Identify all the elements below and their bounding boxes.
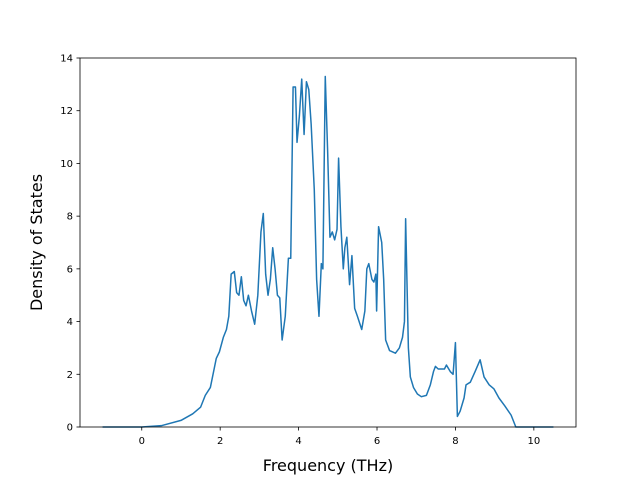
x-tick-label: 2	[217, 436, 223, 447]
y-tick-label: 10	[60, 159, 73, 170]
dos-line	[102, 75, 554, 428]
x-axis-label: Frequency (THz)	[263, 456, 393, 475]
y-tick-label: 8	[67, 212, 73, 223]
y-axis-label: Density of States	[27, 174, 46, 311]
x-tick-label: 10	[527, 436, 540, 447]
y-tick-label: 4	[67, 317, 73, 328]
x-tick-label: 8	[452, 436, 458, 447]
x-tick-label: 4	[295, 436, 301, 447]
x-tick-label: 6	[374, 436, 380, 447]
plot-area	[102, 75, 554, 428]
x-tick-label: 0	[139, 436, 145, 447]
y-tick-label: 2	[67, 370, 73, 381]
axes-frame	[79, 57, 577, 428]
y-tick-label: 12	[60, 106, 73, 117]
y-tick-label: 14	[60, 54, 73, 65]
y-tick-label: 6	[67, 264, 73, 275]
y-tick-label: 0	[67, 423, 73, 434]
